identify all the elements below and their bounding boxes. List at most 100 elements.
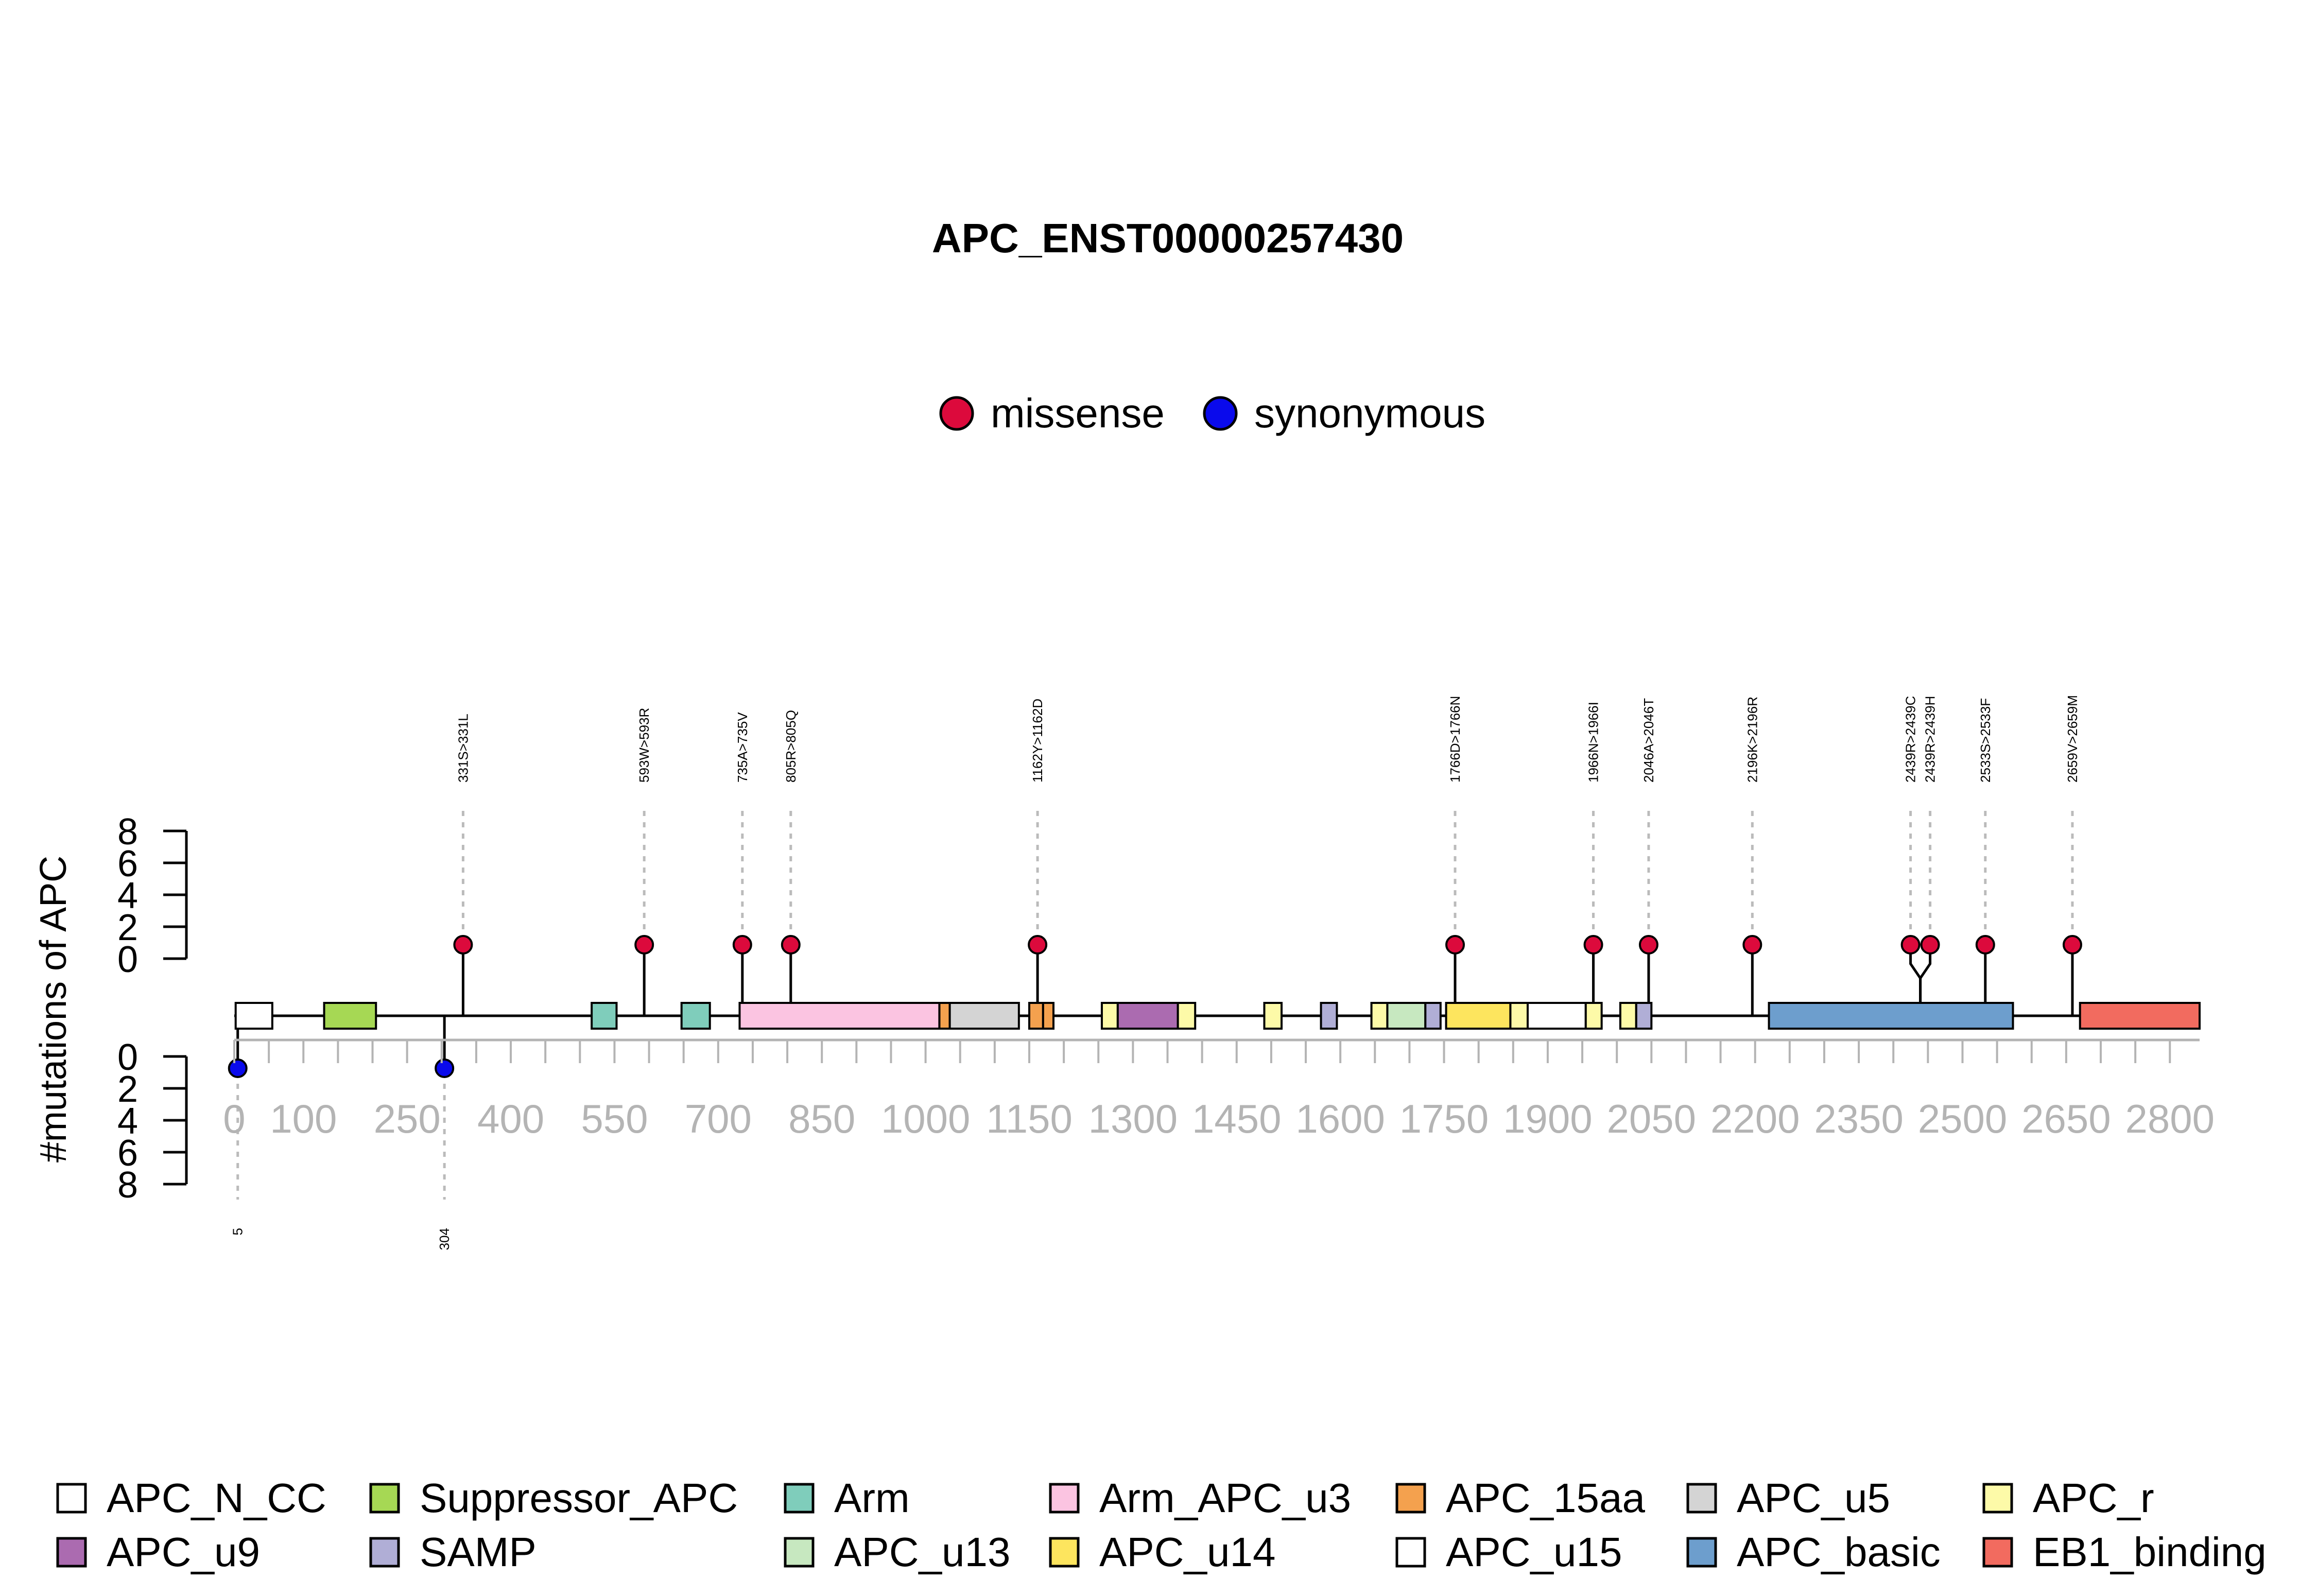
domain-legend-EB1_binding-label: EB1_binding [2033,1529,2267,1575]
domain-legend-APC_r-swatch [1982,1483,2013,1514]
domain-legend-APC_u14-swatch [1049,1537,1080,1568]
domain-legend-APC_basic-label: APC_basic [1737,1529,1941,1575]
domain-legend-Suppressor_APC-label: Suppressor_APC [420,1475,738,1521]
bottom-y-tick-label: 2 [117,1069,138,1110]
domain-legend-Arm_APC_u3-swatch [1049,1483,1080,1514]
bottom-y-tick-label: 8 [117,1165,138,1206]
top-y-tick-label: 2 [117,907,138,948]
y-axis-label: #mutations of APC [33,856,74,1163]
mutation-dot-missense [634,935,654,955]
mutation-label: 2439R>2439H [1923,696,1938,783]
mutation-label: 2439R>2439C [1903,696,1918,783]
legend-missense-marker [939,396,974,431]
domain-legend-APC_u5-label: APC_u5 [1737,1475,1890,1521]
mutation-label: 304 [437,1228,452,1250]
mutation-label: 331S>331L [455,714,471,783]
legend-synonymous-label: synonymous [1254,390,1485,436]
domain-legend-Arm-label: Arm [834,1475,910,1521]
domain-APC_r [1509,1002,1529,1030]
domain-APC_basic [1768,1002,2014,1030]
top-y-tick-label: 0 [117,939,138,980]
mutation-dot-missense [1975,935,1995,955]
domain-APC_r [1584,1002,1603,1030]
mutation-dot-missense [781,935,801,955]
domain-legend-SAMP-swatch [369,1537,400,1568]
bottom-y-tick-label: 0 [117,1037,138,1078]
mutation-dot-missense [1445,935,1465,955]
domain-legend-APC_u9-swatch [56,1537,87,1568]
domain-legend-APC_basic-swatch [1686,1537,1717,1568]
domain-APC_u13 [1386,1002,1427,1030]
x-tick-label: 850 [788,1096,855,1141]
mutation-dot-missense [1638,935,1658,955]
domain-Arm [680,1002,711,1030]
domain-SAMP [1320,1002,1338,1030]
mutation-dot-missense [453,935,473,955]
domain-APC_u9 [1116,1002,1179,1030]
domain-legend-APC_u15-swatch [1395,1537,1426,1568]
domain-APC_u14 [1445,1002,1512,1030]
domain-legend-APC_15aa-swatch [1395,1483,1426,1514]
bottom-y-tick-label: 4 [117,1101,138,1142]
mutation-label: 1162Y>1162D [1030,699,1045,783]
domain-legend-APC_N_CC-swatch [56,1483,87,1514]
domain-APC_u15 [1526,1002,1587,1030]
domain-SAMP [1424,1002,1442,1030]
mutation-label: 805R>805Q [783,710,799,783]
domain-layer [234,1002,2201,1030]
x-tick-label: 700 [685,1096,752,1141]
domain-legend-APC_15aa-label: APC_15aa [1446,1475,1645,1521]
domain-legend-APC_u15-label: APC_u15 [1446,1529,1622,1575]
domain-APC_15aa [1028,1002,1044,1030]
x-tick-label: 2650 [2021,1096,2111,1141]
chart-title: APC_ENST00000257430 [932,215,1404,261]
domain-legend-APC_u9-label: APC_u9 [107,1529,260,1575]
mutation-label: 2046A>2046T [1641,698,1656,783]
domain-legend-APC_r-label: APC_r [2033,1475,2154,1521]
domain-legend-Arm_APC_u3-label: Arm_APC_u3 [1099,1475,1351,1521]
mutation-dot-synonymous [228,1059,248,1078]
x-tick-label: 2350 [1814,1096,1904,1141]
domain-legend-Suppressor_APC-swatch [369,1483,400,1514]
bottom-y-tick-label: 6 [117,1133,138,1174]
domain-legend-APC_u13-label: APC_u13 [834,1529,1010,1575]
mutation-label: 5 [230,1228,246,1235]
mutation-label: 1766D>1766N [1447,696,1463,783]
mutation-label: 735A>735V [735,712,750,783]
mutation-dot-missense [1900,935,1921,955]
domain-APC_r [1370,1002,1389,1030]
mutation-dots: 331S>331L 593W>593R 735A>735V 805R>805Q 1162… [228,695,2082,1250]
x-tick-label: 2800 [2125,1096,2215,1141]
domain-APC_15aa [1042,1002,1054,1030]
x-tick-label: 2500 [1918,1096,2008,1141]
x-tick-label: 1600 [1295,1096,1385,1141]
domain-legend-EB1_binding-swatch [1982,1537,2013,1568]
domain-legend-APC_u5-swatch [1686,1483,1717,1514]
top-y-tick-label: 4 [117,875,138,916]
x-tick-label: 1300 [1088,1096,1178,1141]
top-y-tick-label: 6 [117,843,138,884]
domain-APC_r [1100,1002,1119,1030]
mutation-label: 2659V>2659M [2065,695,2080,783]
mutation-label: 2533S>2533F [1978,698,1993,783]
mutation-dot-synonymous [435,1059,455,1078]
domain-Arm_APC_u3 [738,1002,941,1030]
mutation-label: 1966N>1966I [1586,702,1601,783]
mutation-dot-missense [1920,935,1940,955]
domain-SAMP [1635,1002,1653,1030]
top-y-tick-label: 8 [117,811,138,853]
x-tick-label: 550 [581,1096,648,1141]
domain-legend-Arm-swatch [784,1483,815,1514]
mutation-dot-missense [732,935,752,955]
domain-APC_N_CC [234,1002,273,1030]
domain-legend-APC_u13-swatch [784,1537,815,1568]
x-tick-label: 0 [223,1096,245,1141]
domain-Arm [591,1002,618,1030]
mutation-label: 593W>593R [636,708,652,783]
x-tick-label: 1450 [1192,1096,1282,1141]
mutation-dot-missense [1583,935,1603,955]
x-tick-label: 1000 [881,1096,971,1141]
x-tick-label: 100 [270,1096,337,1141]
